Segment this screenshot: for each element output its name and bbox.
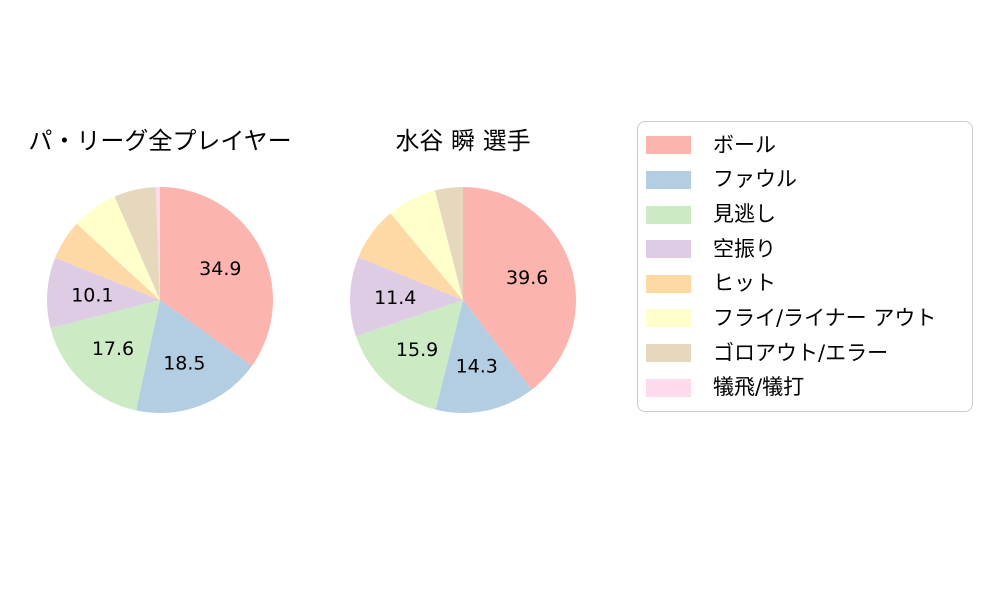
legend-swatch-icon [646, 240, 691, 259]
legend-label: ボール [713, 132, 776, 157]
pie-0-slice-5 [76, 196, 160, 300]
legend-label: 空振り [713, 236, 776, 261]
pie-1-value-label-2: 15.9 [396, 339, 438, 361]
legend-swatch-icon [646, 378, 691, 397]
legend-label: ゴロアウト/エラー [713, 340, 889, 365]
pie-1-slice-1 [435, 300, 532, 413]
legend-swatch-icon [646, 309, 691, 328]
pie-1-slice-5 [390, 190, 463, 300]
pie-0-value-label-3: 10.1 [71, 285, 113, 307]
legend-swatch-icon [646, 136, 691, 155]
legend-label: フライ/ライナー アウト [713, 305, 937, 330]
legend-box: ボールファウル見逃し空振りヒットフライ/ライナー アウト ゴロアウト/エラー 犠飛/… [637, 121, 973, 412]
legend-item-3: 空振り [646, 236, 972, 261]
legend-label: ヒット [713, 271, 776, 296]
pie-0-slice-7 [155, 187, 160, 300]
legend-label: 犠飛/犠打 [713, 375, 805, 400]
pie-0-slice-2 [50, 300, 160, 411]
legend-swatch-icon [646, 344, 691, 363]
legend-swatch-icon [646, 170, 691, 189]
legend-item-7: 犠飛/犠打 [646, 377, 972, 398]
pie-1-slice-4 [358, 213, 463, 300]
pie-1-slice-0 [463, 187, 576, 390]
legend-label: 見逃し [713, 202, 776, 227]
pie-0-value-label-0: 34.9 [199, 258, 241, 280]
pie-0-slice-1 [136, 300, 252, 414]
pie-0-slice-6 [114, 187, 160, 300]
legend-item-4: ヒット [646, 273, 972, 294]
pie-1-value-label-3: 11.4 [374, 287, 416, 309]
legend-item-1: ファウル [646, 169, 972, 190]
pie-1-value-label-1: 14.3 [456, 355, 498, 377]
pie-title-right: 水谷 瞬 選手 [395, 127, 531, 155]
legend-swatch-icon [646, 205, 691, 224]
pie-1-slice-6 [434, 187, 463, 300]
pie-0-slice-4 [55, 223, 160, 300]
legend-item-6: ゴロアウト/エラー [646, 340, 972, 365]
pie-1-slice-3 [349, 257, 463, 337]
legend-swatch-icon [646, 274, 691, 293]
legend-item-5: フライ/ライナー アウト [646, 305, 972, 330]
pie-0-slice-0 [160, 187, 274, 366]
legend-label: ファウル [713, 167, 797, 192]
legend-item-0: ボール [646, 132, 972, 157]
pie-title-left: パ・リーグ全プレイヤー [28, 127, 292, 155]
pie-1-value-label-0: 39.6 [506, 267, 548, 289]
legend-item-2: 見逃し [646, 204, 972, 225]
pie-0-slice-3 [46, 257, 160, 329]
pie-0-value-label-1: 18.5 [163, 352, 205, 374]
pie-1-slice-2 [355, 300, 463, 410]
pie-0-value-label-2: 17.6 [92, 338, 134, 360]
